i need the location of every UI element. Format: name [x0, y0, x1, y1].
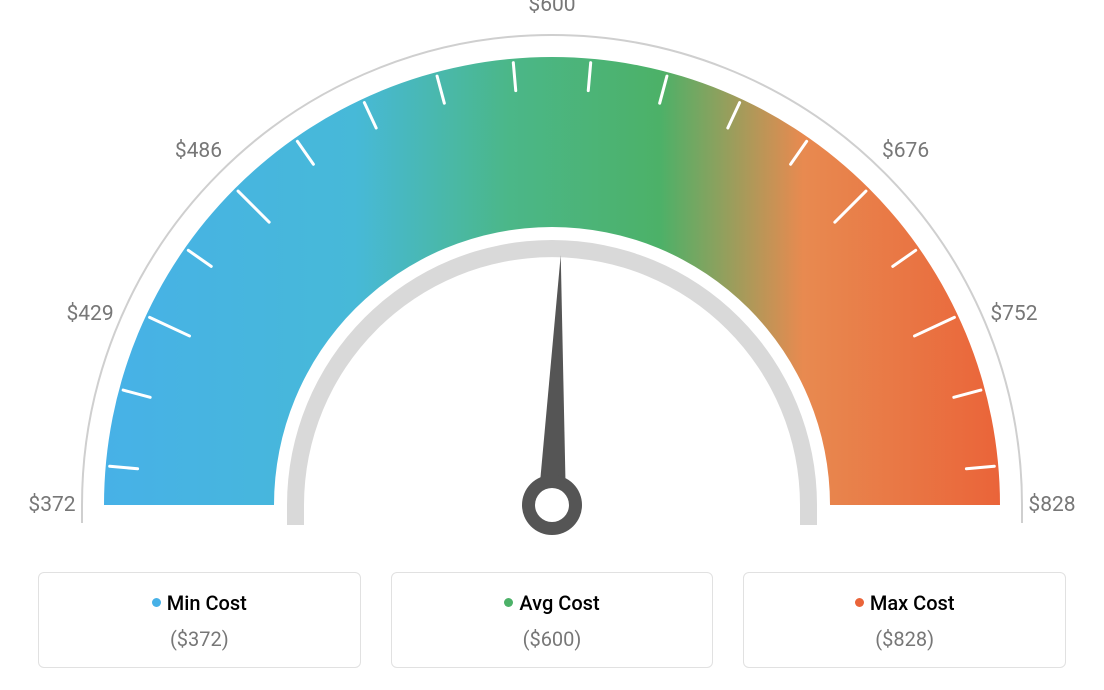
- legend-title-avg-text: Avg Cost: [519, 591, 599, 615]
- gauge-tick-label: $828: [1028, 493, 1075, 517]
- gauge-svg: [0, 0, 1104, 570]
- legend-card-avg: Avg Cost ($600): [391, 572, 714, 668]
- gauge-tick-label: $372: [28, 493, 75, 517]
- legend-title-avg: Avg Cost: [402, 591, 703, 615]
- legend-card-max: Max Cost ($828): [743, 572, 1066, 668]
- legend-title-max-text: Max Cost: [870, 591, 955, 615]
- gauge-tick-label: $600: [528, 0, 575, 17]
- legend-dot-avg: [504, 598, 513, 607]
- gauge-tick-label: $429: [66, 302, 113, 326]
- legend-title-min-text: Min Cost: [167, 591, 247, 615]
- legend-dot-min: [152, 598, 161, 607]
- gauge-tick-label: $486: [175, 139, 222, 163]
- legend-card-min: Min Cost ($372): [38, 572, 361, 668]
- legend-title-max: Max Cost: [754, 591, 1055, 615]
- legend-row: Min Cost ($372) Avg Cost ($600) Max Cost…: [38, 572, 1066, 668]
- gauge-tick-label: $752: [990, 302, 1037, 326]
- gauge-tick-label: $676: [882, 139, 929, 163]
- gauge-chart: $372 $429 $486 $600 $676 $752 $828: [0, 0, 1104, 570]
- legend-title-min: Min Cost: [49, 591, 350, 615]
- legend-dot-max: [855, 598, 864, 607]
- legend-value-min: ($372): [49, 627, 350, 651]
- legend-value-avg: ($600): [402, 627, 703, 651]
- legend-value-max: ($828): [754, 627, 1055, 651]
